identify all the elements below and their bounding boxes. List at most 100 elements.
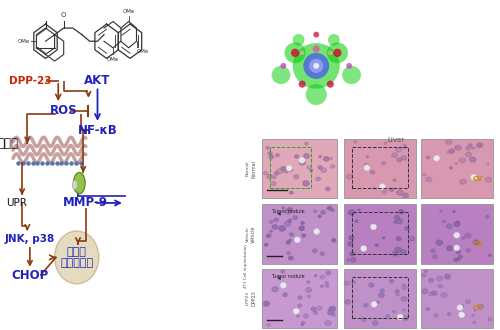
Circle shape xyxy=(358,209,360,211)
Circle shape xyxy=(448,313,450,315)
Ellipse shape xyxy=(293,308,300,314)
Circle shape xyxy=(449,149,454,153)
Circle shape xyxy=(458,255,462,258)
Circle shape xyxy=(330,165,335,168)
Circle shape xyxy=(312,249,317,252)
Circle shape xyxy=(289,239,292,241)
Circle shape xyxy=(266,147,270,149)
Text: OMe: OMe xyxy=(122,9,135,14)
Circle shape xyxy=(305,143,308,145)
Circle shape xyxy=(396,148,402,152)
Circle shape xyxy=(346,174,352,179)
Text: JNK, p38: JNK, p38 xyxy=(5,234,55,244)
Text: UPR: UPR xyxy=(6,198,28,208)
Circle shape xyxy=(436,276,442,281)
Circle shape xyxy=(320,285,324,287)
Ellipse shape xyxy=(334,49,342,57)
Circle shape xyxy=(267,235,269,237)
Circle shape xyxy=(364,164,368,167)
Circle shape xyxy=(442,220,446,223)
Text: AKT: AKT xyxy=(84,74,110,87)
Ellipse shape xyxy=(470,174,477,180)
Text: OMe: OMe xyxy=(107,57,119,62)
Circle shape xyxy=(328,310,334,315)
Ellipse shape xyxy=(370,224,376,230)
Text: ROS: ROS xyxy=(50,104,78,117)
Text: Liver: Liver xyxy=(388,137,404,143)
Ellipse shape xyxy=(371,301,377,307)
Circle shape xyxy=(328,308,334,313)
Circle shape xyxy=(401,250,406,254)
Circle shape xyxy=(302,321,305,324)
Circle shape xyxy=(462,237,464,239)
Circle shape xyxy=(424,270,427,272)
Circle shape xyxy=(270,230,272,232)
Text: Normal: Normal xyxy=(246,161,250,176)
Ellipse shape xyxy=(327,81,334,88)
Circle shape xyxy=(310,169,312,172)
Circle shape xyxy=(465,233,471,238)
Circle shape xyxy=(426,177,432,182)
Circle shape xyxy=(403,309,406,311)
Circle shape xyxy=(432,255,438,259)
Ellipse shape xyxy=(54,231,99,284)
Circle shape xyxy=(298,304,302,307)
Circle shape xyxy=(274,172,278,175)
Circle shape xyxy=(321,168,326,173)
Text: Tumor nodule: Tumor nodule xyxy=(271,274,304,279)
Circle shape xyxy=(466,249,470,252)
Ellipse shape xyxy=(272,66,290,84)
Circle shape xyxy=(301,324,304,326)
Circle shape xyxy=(286,241,290,244)
Circle shape xyxy=(459,158,466,163)
Circle shape xyxy=(330,158,332,159)
Text: Vehicle: Vehicle xyxy=(246,226,250,242)
Circle shape xyxy=(450,167,452,169)
Circle shape xyxy=(454,258,458,261)
Circle shape xyxy=(434,314,438,317)
Circle shape xyxy=(297,315,299,317)
Circle shape xyxy=(314,311,318,314)
Circle shape xyxy=(382,190,386,194)
Circle shape xyxy=(472,315,474,316)
Circle shape xyxy=(396,290,399,293)
FancyBboxPatch shape xyxy=(421,139,492,198)
Circle shape xyxy=(457,258,460,261)
Circle shape xyxy=(318,215,321,217)
Ellipse shape xyxy=(314,32,319,38)
Circle shape xyxy=(320,252,324,255)
Ellipse shape xyxy=(284,43,306,63)
Circle shape xyxy=(473,322,476,323)
Circle shape xyxy=(455,162,458,164)
Circle shape xyxy=(466,300,470,304)
Circle shape xyxy=(403,193,408,198)
Circle shape xyxy=(430,292,434,296)
Circle shape xyxy=(456,250,460,253)
Circle shape xyxy=(331,307,336,311)
Circle shape xyxy=(306,288,312,292)
Circle shape xyxy=(344,281,350,285)
Ellipse shape xyxy=(280,63,286,69)
Ellipse shape xyxy=(294,237,300,243)
Circle shape xyxy=(272,225,278,229)
FancyBboxPatch shape xyxy=(344,269,416,328)
Circle shape xyxy=(436,240,442,245)
Circle shape xyxy=(364,303,368,307)
Circle shape xyxy=(394,215,400,220)
Text: CHOP: CHOP xyxy=(12,269,49,282)
Circle shape xyxy=(324,157,329,161)
Circle shape xyxy=(276,154,280,157)
Text: MMP-9: MMP-9 xyxy=(64,196,108,210)
Bar xyxy=(352,147,408,188)
Circle shape xyxy=(488,254,491,256)
Ellipse shape xyxy=(328,50,332,55)
Circle shape xyxy=(478,143,482,147)
Circle shape xyxy=(486,163,489,165)
Circle shape xyxy=(469,144,472,147)
Circle shape xyxy=(319,155,322,158)
FancyBboxPatch shape xyxy=(262,204,336,264)
Circle shape xyxy=(446,246,453,251)
Text: CV: CV xyxy=(472,241,483,247)
Circle shape xyxy=(294,175,298,179)
Circle shape xyxy=(488,318,492,321)
